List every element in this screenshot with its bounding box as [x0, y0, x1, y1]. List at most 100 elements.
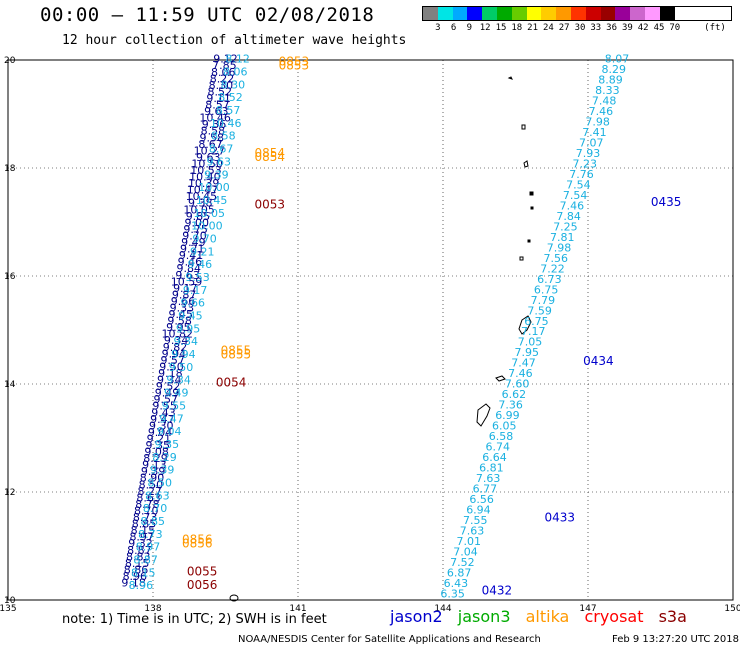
wave-height-value: 10.00 [198, 181, 230, 194]
legend-swatch [437, 7, 453, 20]
wave-height-value: 9.04 [148, 426, 173, 439]
latitude-tick: 16 [4, 272, 16, 282]
wave-height-value: 7.93 [576, 147, 601, 160]
wave-height-value: 8.50 [148, 476, 173, 489]
legend-swatch [570, 7, 586, 20]
island-outline [518, 315, 532, 335]
axis-ticks: 135 138 141 144 147 150 10 12 14 16 18 20 [0, 56, 740, 614]
wave-height-value: 9.17 [173, 282, 198, 295]
longitude-tick: 138 [144, 604, 161, 614]
wave-height-value: 9.55 [162, 399, 187, 412]
longitude-tick: 150 [724, 604, 740, 614]
satellite-label: altika [525, 607, 570, 626]
wave-height-value: 6.73 [537, 273, 562, 286]
wave-height-value: 7.04 [453, 545, 478, 558]
island-outline [495, 375, 506, 382]
pass-time-label: 0056 [187, 578, 218, 592]
legend-swatch [630, 7, 645, 20]
pass-time-label: 0853 [279, 59, 310, 73]
legend-value: 3 [435, 23, 441, 33]
wave-height-value: 9.17 [183, 284, 208, 297]
wave-height-value: 9.58 [199, 131, 224, 144]
legend-value: 9 [466, 23, 473, 33]
island-outline [529, 191, 534, 196]
wave-height-value: 7.85 [212, 59, 237, 72]
wave-height-value: 8.73 [138, 528, 163, 541]
wave-height-value: 9.70 [192, 232, 217, 245]
wave-height-value: 10.47 [187, 184, 219, 197]
wave-height-value: 9.34 [173, 335, 198, 348]
legend-value: 36 [606, 23, 618, 33]
legend-swatch [644, 7, 660, 20]
satellite-label: cryosat [584, 607, 644, 626]
wave-height-value: 7.54 [563, 189, 588, 202]
wave-height-value: 9.39 [204, 168, 229, 181]
legend-value: 24 [542, 23, 554, 33]
wave-height-value: 8.78 [135, 498, 160, 511]
wave-height-value: 9.50 [159, 360, 184, 373]
wave-height-value: 6.64 [482, 451, 507, 464]
wave-height-value: 10.05 [194, 207, 226, 220]
wave-height-value: 7.07 [579, 137, 604, 150]
latitude-tick: 12 [4, 488, 15, 498]
wave-height-value: 8.06 [223, 66, 248, 79]
wave-height-value: 9.94 [162, 347, 187, 360]
wave-height-value: 8.58 [201, 125, 226, 138]
wave-height-value: 9.57 [154, 393, 179, 406]
pass-time-label: 0055 [187, 565, 218, 579]
longitude-tick: 144 [434, 604, 451, 614]
wave-height-value: 8.67 [198, 138, 223, 151]
wave-height-value: 8.12 [225, 53, 250, 66]
wave-height-value: 9.13 [142, 459, 167, 472]
legend-swatch [585, 7, 601, 20]
wave-height-value: 9.47 [159, 412, 184, 425]
wave-height-value: 9.46 [178, 256, 203, 269]
wave-height-value: 8.70 [134, 504, 159, 517]
wave-height-value: 9.18 [158, 367, 183, 380]
pass-time-label: 0854 [255, 150, 286, 164]
pass-time-label: 0434 [583, 354, 614, 368]
wave-height-value: 7.01 [457, 535, 482, 548]
island-outline [527, 239, 531, 243]
wave-height-value: 9.70 [182, 229, 207, 242]
wave-height-value: 9.49 [181, 236, 206, 249]
wave-height-value: 8.27 [137, 485, 162, 498]
wave-height-value: 9.35 [155, 438, 180, 451]
wave-height-value: 6.74 [486, 441, 511, 454]
wave-height-value: 8.87 [127, 544, 152, 557]
wave-height-value: 8.29 [602, 63, 627, 76]
wave-height-value: 8.67 [209, 143, 234, 156]
wave-height-value: 9.49 [155, 387, 180, 400]
wave-height-value: 9.18 [121, 577, 146, 590]
wave-height-value: 8.06 [211, 66, 236, 79]
footer-note: note: 1) Time is in UTC; 2) SWH is in fe… [62, 612, 327, 627]
wave-height-value: 10.27 [194, 144, 226, 157]
islands [229, 76, 534, 602]
wave-height-value: 9.63 [206, 155, 231, 168]
wave-height-value: 7.05 [518, 336, 543, 349]
wave-height-value: 6.62 [502, 388, 527, 401]
wave-height-value: 8.22 [210, 72, 235, 85]
legend-swatch [423, 7, 438, 20]
wave-height-value: 7.79 [531, 294, 556, 307]
wave-height-value: 7.76 [569, 168, 594, 181]
wave-height-value: 6.75 [534, 283, 559, 296]
legend-color-bar [422, 6, 732, 21]
pass-time-label: 0855 [221, 348, 252, 362]
wave-height-value: 8.57 [216, 104, 241, 117]
wave-height-value: 7.25 [553, 220, 578, 233]
island-outline [229, 594, 239, 602]
wave-height-value: 7.36 [498, 399, 523, 412]
satellite-legend: jason2 jason3 altika cryosat s3a [390, 607, 697, 626]
wave-height-value: 8.30 [221, 78, 246, 91]
wave-height-value: 10.82 [162, 328, 194, 341]
credit-text: NOAA/NESDIS Center for Satellite Applica… [238, 634, 541, 645]
wave-height-value: 6.81 [479, 462, 504, 475]
legend-labels: 3 6 9 12 15 18 21 24 27 30 33 36 39 42 45 70 (ft) [422, 21, 732, 33]
wave-height-value: 8.83 [126, 550, 151, 563]
wave-height-value: 6.05 [492, 420, 517, 433]
wave-height-value: 7.47 [511, 357, 536, 370]
pass-time-label: 0054 [216, 376, 247, 390]
wave-height-value: 9.57 [160, 354, 185, 367]
wave-height-value: 8.30 [209, 79, 234, 92]
